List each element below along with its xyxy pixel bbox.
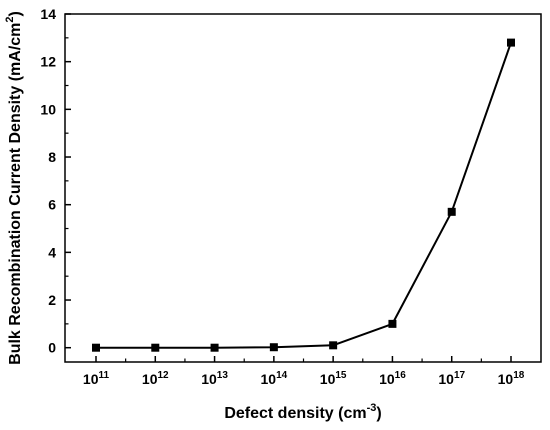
x-tick-exponent: 17 [454,370,466,381]
y-axis-title-end: ) [7,11,24,16]
x-tick-exponent: 11 [99,370,110,381]
x-tick-base: 10 [379,371,395,387]
y-tick-label: 6 [48,197,56,213]
x-tick-base: 10 [201,371,217,387]
x-axis: 1011 1012 1013 1014 1015 1016 1017 1018 [83,356,525,387]
y-axis-title-text: Bulk Recombination Current Density (mA/c… [7,23,24,365]
y-tick-label: 8 [48,149,56,165]
x-tick-exponent: 18 [513,370,525,381]
data-point-marker [388,319,397,328]
x-tick-base: 10 [261,371,277,387]
y-tick-label: 14 [40,6,56,22]
plot-frame [64,13,542,363]
data-point-marker [447,207,456,216]
y-tick-label: 12 [40,54,56,70]
x-tick-exponent: 15 [335,370,347,381]
x-tick-label: 1014 [261,370,288,387]
x-axis-title-text: Defect density (cm [224,405,366,422]
x-tick-exponent: 13 [217,370,229,381]
y-axis: 0 2 4 6 8 10 12 14 [40,6,71,356]
data-point-marker [210,343,219,352]
x-tick-label: 1013 [201,370,228,387]
y-tick-label: 2 [48,292,56,308]
x-tick-base: 10 [320,371,336,387]
x-axis-title-end: ) [376,405,381,422]
x-tick-label: 1018 [498,370,525,387]
y-axis-title: Bulk Recombination Current Density (mA/c… [4,11,24,365]
data-point-marker [269,343,278,352]
y-axis-title-sup: 2 [4,16,16,22]
x-tick-exponent: 12 [158,370,170,381]
x-tick-base: 10 [142,371,158,387]
y-tick-label: 4 [48,244,56,260]
x-tick-exponent: 16 [395,370,407,381]
data-point-marker [507,38,515,47]
data-point-marker [92,343,100,352]
x-tick-label: 1016 [379,370,406,387]
data-point-marker [329,341,338,350]
y-tick-label: 10 [40,101,56,117]
x-tick-base: 10 [438,371,454,387]
x-tick-base: 10 [83,371,99,387]
x-tick-label: 1012 [142,370,169,387]
x-axis-title: Defect density (cm-3) [224,402,381,422]
series-line [96,42,512,349]
data-point-marker [151,343,160,352]
y-tick-label: 0 [48,340,56,356]
x-tick-base: 10 [498,371,514,387]
series-layer [92,38,515,352]
x-axis-title-sup: -3 [367,402,377,414]
x-tick-label: 1011 [83,370,110,387]
x-tick-exponent: 14 [276,370,288,381]
x-tick-label: 1017 [438,370,465,387]
x-tick-label: 1015 [320,370,347,387]
